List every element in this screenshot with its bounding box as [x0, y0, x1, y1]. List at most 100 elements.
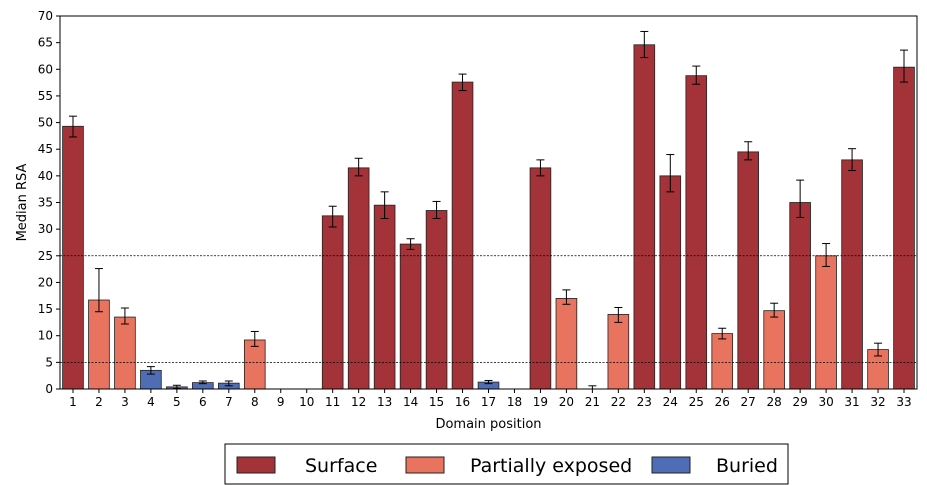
y-tick-label: 45 — [38, 142, 53, 156]
x-tick-label: 22 — [611, 395, 626, 409]
bar-24 — [659, 175, 682, 390]
bar-23 — [633, 44, 656, 390]
x-tick-label: 9 — [277, 395, 285, 409]
error-bar-1 — [68, 115, 77, 138]
bars-layer — [62, 44, 915, 390]
x-tick-label: 3 — [121, 395, 129, 409]
x-tick-label: 19 — [533, 395, 548, 409]
bar-16 — [451, 81, 474, 390]
error-bar-15 — [432, 200, 441, 219]
y-tick-label: 70 — [38, 9, 53, 23]
bar-19 — [529, 167, 552, 390]
x-tick-label: 7 — [225, 395, 233, 409]
y-tick-label: 60 — [38, 62, 53, 76]
error-bar-30 — [822, 243, 831, 267]
x-tick-label: 33 — [896, 395, 911, 409]
x-tick-label: 15 — [429, 395, 444, 409]
y-tick-label: 55 — [38, 89, 53, 103]
error-bar-31 — [848, 148, 857, 172]
x-tick-label: 23 — [637, 395, 652, 409]
x-tick-label: 29 — [792, 395, 807, 409]
x-axis-label: Domain position — [435, 417, 541, 432]
legend-label: Surface — [305, 455, 377, 477]
bar-22 — [607, 313, 630, 390]
x-tick-label: 16 — [455, 395, 470, 409]
legend-label: Partially exposed — [470, 455, 632, 477]
legend: Surface Partially exposed Buried — [224, 443, 789, 485]
error-bar-24 — [666, 154, 675, 193]
reference-lines-layer — [60, 255, 917, 363]
error-bar-3 — [120, 307, 129, 325]
x-axis-ticks: 1 2 3 4 5 6 7 8 9 10 11 12 13 14 15 16 17 18 19 20 21 22 23 24 2… — [69, 389, 912, 409]
error-bar-16 — [458, 73, 467, 92]
bar-20 — [555, 298, 578, 390]
x-tick-label: 6 — [199, 395, 207, 409]
legend-box — [224, 443, 789, 485]
error-bar-14 — [406, 238, 415, 250]
bar-11 — [321, 215, 344, 390]
x-tick-label: 10 — [299, 395, 314, 409]
error-bar-12 — [354, 157, 363, 177]
x-tick-label: 25 — [689, 395, 704, 409]
bar-28 — [763, 310, 785, 390]
error-bar-22 — [614, 306, 623, 323]
legend-swatch — [405, 456, 445, 474]
bar-27 — [737, 151, 759, 390]
bar-12 — [347, 167, 370, 390]
error-bar-8 — [250, 330, 259, 347]
x-tick-label: 13 — [377, 395, 392, 409]
x-tick-label: 17 — [481, 395, 496, 409]
bar-29 — [789, 202, 811, 390]
legend-label: Buried — [716, 455, 778, 477]
y-tick-label: 15 — [38, 302, 53, 316]
x-tick-label: 32 — [870, 395, 885, 409]
y-tick-label: 10 — [38, 329, 53, 343]
bar-3 — [114, 316, 136, 390]
x-tick-label: 24 — [663, 395, 678, 409]
x-tick-label: 4 — [147, 395, 155, 409]
x-tick-label: 28 — [767, 395, 782, 409]
error-bar-7 — [224, 380, 233, 387]
error-bar-25 — [692, 65, 701, 85]
error-bar-26 — [718, 327, 727, 340]
plot-frame — [59, 15, 918, 390]
error-bar-33 — [900, 49, 909, 83]
y-tick-label: 50 — [38, 116, 53, 130]
error-bar-27 — [744, 141, 753, 161]
x-tick-label: 31 — [844, 395, 859, 409]
error-bar-17 — [484, 379, 493, 385]
x-tick-label: 8 — [251, 395, 259, 409]
x-tick-label: 2 — [95, 395, 103, 409]
y-tick-label: 30 — [38, 222, 53, 236]
error-bar-23 — [640, 30, 649, 59]
error-bar-13 — [380, 191, 389, 219]
bar-13 — [373, 204, 396, 390]
x-tick-label: 21 — [585, 395, 600, 409]
y-tick-label: 25 — [38, 249, 53, 263]
bar-8 — [243, 339, 266, 390]
y-tick-label: 5 — [45, 355, 53, 369]
legend-swatch — [651, 456, 691, 474]
error-bar-5 — [172, 384, 181, 389]
bar-14 — [399, 243, 422, 390]
y-axis-label: Median RSA — [15, 163, 30, 241]
x-tick-label: 12 — [351, 395, 366, 409]
legend-swatch — [236, 456, 276, 474]
bar-25 — [685, 75, 708, 390]
error-bar-19 — [536, 159, 545, 177]
error-bar-29 — [796, 179, 805, 218]
error-bar-20 — [562, 289, 571, 305]
bar-26 — [711, 333, 734, 390]
y-tick-label: 35 — [38, 196, 53, 210]
error-bar-28 — [770, 302, 779, 318]
x-tick-label: 18 — [507, 395, 522, 409]
x-tick-label: 30 — [818, 395, 833, 409]
error-bar-6 — [198, 380, 207, 385]
x-tick-label: 20 — [559, 395, 574, 409]
x-tick-label: 5 — [173, 395, 181, 409]
y-tick-label: 40 — [38, 169, 53, 183]
y-tick-label: 20 — [38, 275, 53, 289]
bar-2 — [88, 299, 110, 390]
error-bar-4 — [146, 366, 155, 375]
